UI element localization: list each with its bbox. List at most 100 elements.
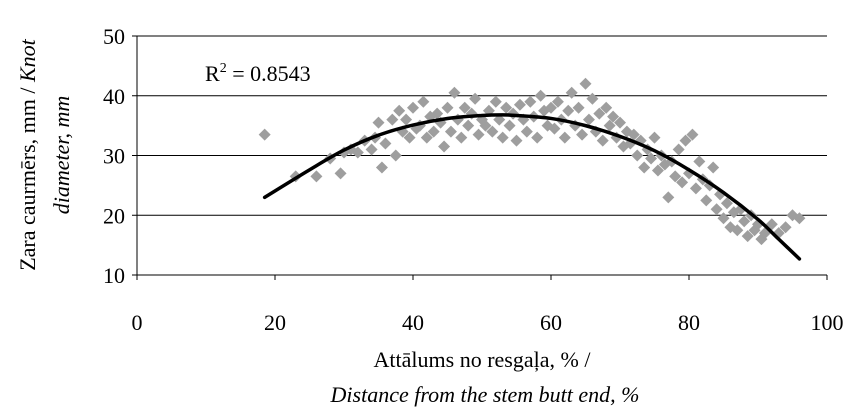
data-point [545,101,557,114]
data-point [551,95,564,108]
data-point [603,119,616,132]
x-tick-label: 20 [264,310,286,335]
data-point [558,131,571,144]
data-point [707,161,720,174]
gridlines [137,35,827,216]
data-point [386,113,399,126]
data-point [431,107,444,120]
data-point [738,215,751,228]
data-point [700,194,713,207]
data-point [310,170,323,183]
data-point [793,212,806,225]
x-tick-label: 40 [402,310,424,335]
data-point [365,143,378,156]
data-point [403,131,416,144]
data-point [731,224,744,237]
y-tick-label: 50 [103,24,125,49]
data-point [486,125,499,138]
data-point [562,104,575,117]
y-axis-title: Zara caurmērs, mm / Knot diameter, mm [15,38,74,270]
data-point [427,125,440,138]
data-point [458,101,471,114]
data-point [627,128,640,141]
y-tick-label: 20 [103,203,125,228]
data-point [672,143,685,156]
y-axis-title-line1-text: Zara caurmērs, mm / [15,82,40,271]
data-point [676,176,689,189]
data-point [417,95,430,108]
data-point [669,170,682,183]
y-axis-title-line2: diameter, mm [49,96,74,215]
data-point [693,155,706,168]
r-squared-prefix: R [205,61,220,86]
x-tick-label: 0 [132,310,143,335]
y-tick-label: 40 [103,84,125,109]
data-point [500,101,513,114]
x-axis-title-line2: Distance from the stem butt end, % [330,382,640,407]
data-point [510,134,523,147]
data-point [717,212,730,225]
data-point [638,161,651,174]
y-axis-title-line1: Zara caurmērs, mm / Knot [15,38,40,270]
data-point [600,101,613,114]
data-point [586,92,599,105]
y-tick-label: 30 [103,144,125,169]
data-point [686,128,699,141]
x-tick-label: 100 [811,310,844,335]
data-point [407,101,419,114]
x-tick-label: 80 [678,310,700,335]
data-point [469,92,482,105]
data-point [462,119,475,132]
r-squared-annotation: R2 = 0.8543 [205,61,311,86]
data-point [648,131,661,144]
data-point [258,128,271,141]
data-point [393,104,406,117]
data-point [372,116,385,129]
data-points [258,77,806,246]
data-point [582,113,595,126]
y-axis-title-line1-italic: Knot [15,38,40,83]
data-point [513,98,526,111]
data-point [689,182,702,195]
data-point [679,134,692,147]
data-point [651,164,664,177]
x-tick-label: 60 [540,310,562,335]
data-point [448,86,461,99]
data-point [576,128,589,141]
data-point [607,110,620,123]
data-point [534,89,547,102]
data-point [614,116,626,129]
y-tick-label: 10 [103,263,125,288]
data-point [779,221,792,234]
data-point [334,167,347,180]
trendline [262,113,802,261]
data-point [710,203,723,216]
r-squared-superscript: 2 [220,61,227,76]
data-point [631,149,644,162]
data-point [524,95,537,108]
data-point [420,131,433,144]
data-point [496,131,509,144]
data-point [565,86,578,99]
data-point [548,122,561,135]
data-point [489,95,502,108]
r-squared-value: = 0.8543 [227,61,311,86]
data-point [351,146,364,159]
data-point [741,230,754,243]
data-point [479,119,492,132]
data-point [503,119,516,132]
data-point [720,197,733,210]
x-tick-labels: 0 20 40 60 80 100 [132,275,844,335]
data-point [520,125,533,138]
y-tick-labels: 10 20 30 40 50 [103,24,137,288]
data-point [389,149,402,162]
data-point [444,125,457,138]
data-point [593,107,606,120]
data-point [645,152,658,165]
data-point [379,137,392,150]
x-axis-title-line1: Attālums no resgaļa, % / [374,347,592,372]
data-point [596,134,609,147]
data-point [579,77,592,90]
